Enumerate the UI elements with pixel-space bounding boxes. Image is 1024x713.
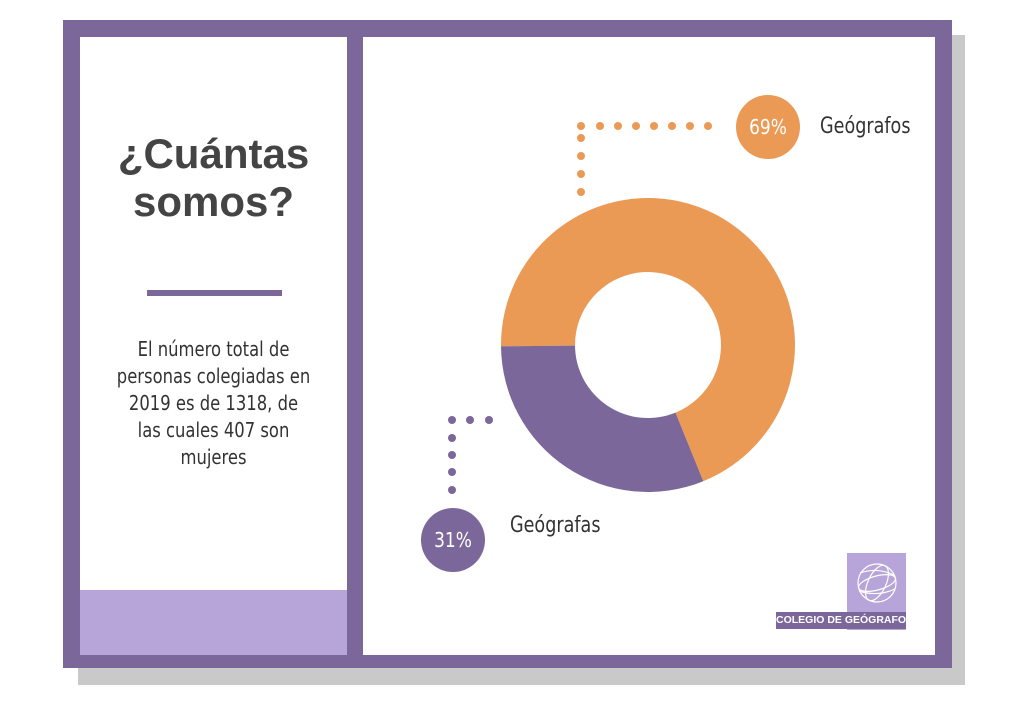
leader-dot bbox=[448, 434, 456, 442]
slice-label: Geógrafos bbox=[820, 113, 910, 138]
description: El número total de personas colegiadas e… bbox=[116, 337, 311, 469]
leader-dot bbox=[596, 122, 604, 130]
leader-dot bbox=[577, 188, 585, 196]
donut-slice-1 bbox=[501, 345, 704, 492]
logo-text: COLEGIO DE GEÓGRAFOS bbox=[776, 612, 913, 629]
leader-dot bbox=[577, 122, 585, 130]
value-bubble bbox=[421, 508, 485, 572]
leader-dot bbox=[632, 122, 640, 130]
leader-dot bbox=[614, 122, 622, 130]
leader-dot bbox=[448, 416, 456, 424]
leader-dot bbox=[650, 122, 658, 130]
leader-dot bbox=[668, 122, 676, 130]
leader-dot bbox=[577, 134, 585, 142]
leader-dot bbox=[704, 122, 712, 130]
globe-icon bbox=[857, 563, 897, 603]
title-line: ¿Cuántas bbox=[117, 130, 310, 177]
donut-slice-0 bbox=[501, 197, 795, 482]
leader-dot bbox=[485, 416, 493, 424]
slice-label: Geógrafas bbox=[510, 512, 601, 537]
divider bbox=[147, 290, 282, 296]
leader-dot bbox=[466, 416, 474, 424]
leader-dot bbox=[577, 170, 585, 178]
leader-dot bbox=[448, 486, 456, 494]
leader-dot bbox=[577, 152, 585, 160]
leader-dot bbox=[686, 122, 694, 130]
title-line: somos? bbox=[132, 178, 295, 225]
slice-value-label: 31% bbox=[434, 530, 472, 553]
left-panel-footer bbox=[80, 590, 347, 655]
page-title: ¿Cuántas somos? bbox=[80, 130, 347, 226]
leader-dot bbox=[448, 468, 456, 476]
leader-dot bbox=[448, 451, 456, 459]
slice-value-label: 69% bbox=[749, 117, 787, 140]
left-panel bbox=[80, 37, 347, 655]
value-bubble bbox=[736, 95, 800, 159]
